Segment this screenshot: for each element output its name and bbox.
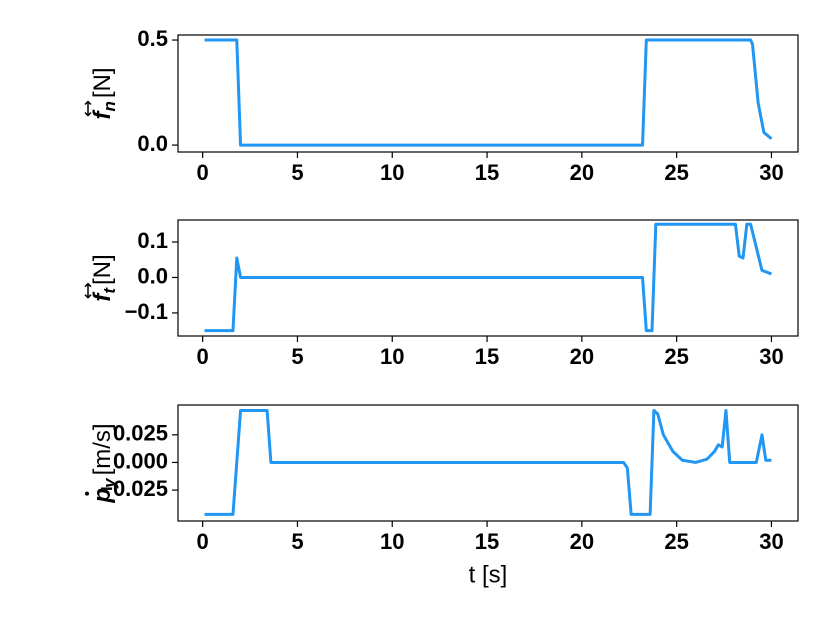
y-tick-label: 0.0 <box>137 131 168 156</box>
x-tick-label: 5 <box>291 344 303 369</box>
time-derivative-dot <box>85 491 89 496</box>
y-label-subscript: t <box>100 287 119 294</box>
x-tick-label: 30 <box>759 529 783 554</box>
y-tick-label: 0.000 <box>113 448 168 473</box>
x-tick-label: 15 <box>475 529 499 554</box>
y-label-unit: [N] <box>89 67 116 98</box>
x-tick-label: 15 <box>475 344 499 369</box>
x-tick-label: 20 <box>570 160 594 185</box>
y-tick-label: −0.1 <box>125 299 168 324</box>
y-label-symbol: p <box>89 488 116 504</box>
x-tick-label: 25 <box>664 160 688 185</box>
subplot: 0 5 10 15 20 25 30 −0.1 0.0 0.1 ft [N] <box>84 219 799 369</box>
y-label-unit: [N] <box>89 254 116 285</box>
x-tick-label: 10 <box>380 160 404 185</box>
data-line <box>204 409 772 516</box>
y-label-subscript: n <box>100 101 119 111</box>
y-label: py [m/s] <box>85 423 119 504</box>
x-tick-label: 10 <box>380 529 404 554</box>
x-tick-label: 5 <box>291 160 303 185</box>
y-tick-label: 0.0 <box>137 263 168 288</box>
y-label-text: py [m/s] <box>89 423 119 503</box>
vector-arrow <box>84 100 92 117</box>
y-label-symbol: f <box>89 110 116 120</box>
x-label: t [s] <box>469 561 508 588</box>
y-label-unit: [m/s] <box>89 423 116 475</box>
x-tick-label: 25 <box>664 344 688 369</box>
x-tick-label: 0 <box>197 529 209 554</box>
x-tick-label: 30 <box>759 160 783 185</box>
y-label: ft [N] <box>84 254 119 302</box>
data-line <box>204 38 773 147</box>
x-tick-label: 0 <box>197 160 209 185</box>
data-line <box>204 222 772 333</box>
y-tick-label: 0.5 <box>137 26 168 51</box>
y-label-symbol: f <box>89 292 116 302</box>
x-tick-label: 0 <box>197 344 209 369</box>
x-tick-label: 20 <box>570 344 594 369</box>
x-tick-label: 20 <box>570 529 594 554</box>
y-tick-label: 0.1 <box>137 228 168 253</box>
y-tick-label: 0.025 <box>113 421 168 446</box>
x-tick-label: 5 <box>291 529 303 554</box>
x-tick-label: 30 <box>759 344 783 369</box>
x-tick-label: 10 <box>380 344 404 369</box>
y-label: fn [N] <box>84 67 119 120</box>
y-label-text: ft [N] <box>89 254 119 301</box>
subplot: 0 5 10 15 20 25 30 0.0 0.5 fn [N] <box>84 26 799 185</box>
x-tick-label: 25 <box>664 529 688 554</box>
axes-frame <box>177 34 799 153</box>
x-tick-label: 15 <box>475 160 499 185</box>
y-label-subscript: y <box>100 477 119 489</box>
vector-arrow <box>84 282 92 299</box>
y-label-text: fn [N] <box>89 67 119 119</box>
y-tick-label: −0.025 <box>100 476 168 501</box>
